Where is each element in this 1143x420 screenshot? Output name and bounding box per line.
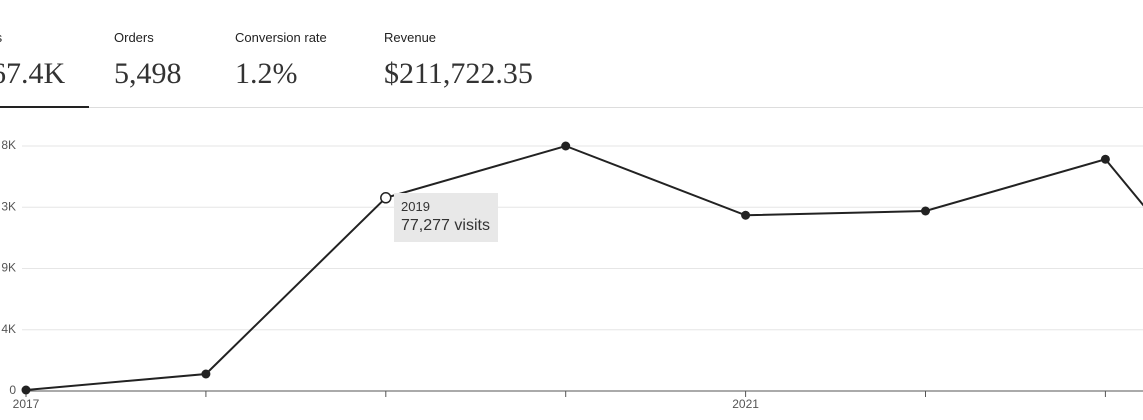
metric-tab[interactable]: Orders 5,498 [114, 30, 182, 91]
point [1100, 154, 1110, 164]
tab-value: 5,498 [114, 57, 182, 90]
tab-value: $211,722.35 [384, 57, 533, 90]
point [741, 210, 751, 220]
point [561, 141, 571, 151]
tooltip: 2019 77,277 visits [394, 193, 498, 242]
metric-tab[interactable]: ts 67.4K [0, 30, 65, 91]
metric-tab[interactable]: Revenue $211,722.35 [384, 30, 533, 91]
line [25, 144, 1143, 391]
y-tick-label: 0 [9, 383, 16, 397]
point [921, 206, 930, 216]
tab-label: ts [0, 30, 65, 45]
y-tick-label: 8K [1, 138, 16, 152]
tab-label: Revenue [384, 30, 437, 45]
tooltip-value: 77,277 visits [401, 217, 490, 234]
x-tick-label: 2021 [732, 397, 759, 411]
y-tick-label: 9K [1, 261, 16, 275]
hover-point [380, 192, 392, 204]
tab-label: Orders [114, 30, 154, 45]
metric-tab[interactable]: Conversion rate 1.2% [235, 30, 327, 91]
tab-value: 1.2% [235, 57, 298, 90]
tab-label: Conversion rate [235, 30, 327, 45]
y-tick-label: 4K [1, 322, 16, 336]
tab-value: 67.4K [0, 57, 66, 90]
x-tick-label: 2017 [13, 397, 40, 411]
point [21, 385, 31, 395]
tooltip-category: 2019 [401, 199, 430, 214]
point [201, 369, 211, 379]
y-tick-label: 3K [1, 199, 16, 213]
